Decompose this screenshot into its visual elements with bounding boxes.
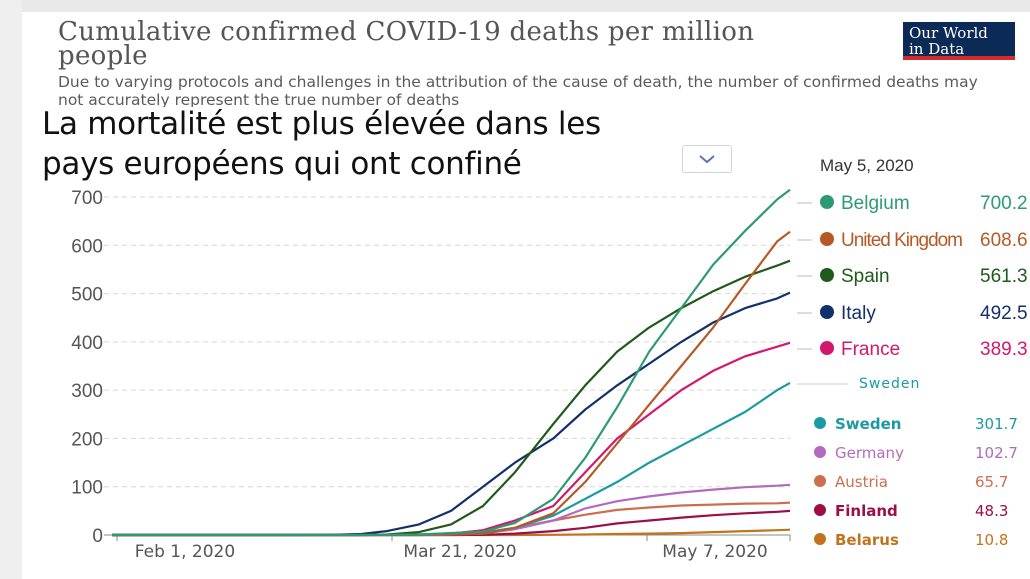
y-tick-label: 0 bbox=[92, 526, 103, 547]
legend-name-belgium: Belgium bbox=[841, 193, 910, 214]
y-tick-label: 600 bbox=[71, 236, 103, 257]
legend-name-sweden: Sweden bbox=[835, 415, 901, 433]
series-line-finland bbox=[112, 509, 791, 537]
y-tick-label: 200 bbox=[71, 429, 103, 450]
legend-name-austria: Austria bbox=[835, 473, 888, 491]
legend-value-austria: 65.7 bbox=[975, 473, 1008, 491]
logo-line-1: Our World bbox=[909, 24, 988, 42]
legend-marker-sweden bbox=[814, 417, 826, 429]
series-line-united-kingdom bbox=[112, 230, 791, 537]
series-line-belarus bbox=[112, 528, 791, 537]
x-tick-label: Feb 1, 2020 bbox=[135, 542, 235, 562]
overlay-caption: La mortalité est plus élevée dans les pa… bbox=[42, 106, 601, 182]
legend-name-spain: Spain bbox=[841, 266, 890, 287]
y-tick-label: 700 bbox=[71, 188, 103, 209]
y-tick-label: 300 bbox=[71, 381, 103, 402]
chart-title: Cumulative confirmed COVID-19 deaths per… bbox=[58, 17, 755, 71]
legend-value-italy: 492.5 bbox=[980, 303, 1028, 324]
left-shadow-band bbox=[0, 0, 22, 579]
x-tick-label: May 7, 2020 bbox=[662, 542, 767, 562]
y-tick-label: 100 bbox=[71, 478, 103, 499]
legend-value-belarus: 10.8 bbox=[975, 531, 1008, 549]
series-line-sweden bbox=[112, 381, 791, 537]
sweden-hover-label: Sweden bbox=[859, 376, 920, 392]
legend-value-united-kingdom: 608.6 bbox=[980, 230, 1028, 251]
legend-marker-germany bbox=[814, 446, 826, 458]
legend-date-label: May 5, 2020 bbox=[820, 156, 914, 175]
series-line-italy bbox=[112, 291, 791, 537]
top-shadow-band bbox=[0, 0, 1030, 12]
owid-logo[interactable]: Our World in Data bbox=[903, 22, 1015, 60]
logo-line-2: in Data bbox=[909, 40, 965, 58]
legend-value-belgium: 700.2 bbox=[980, 193, 1028, 214]
legend-name-belarus: Belarus bbox=[835, 531, 899, 549]
chart-panel bbox=[22, 12, 1030, 572]
legend-value-france: 389.3 bbox=[980, 339, 1028, 360]
legend-value-finland: 48.3 bbox=[975, 502, 1008, 520]
legend-marker-finland bbox=[814, 504, 826, 516]
series-line-austria bbox=[112, 501, 791, 537]
legend-value-germany: 102.7 bbox=[975, 444, 1018, 462]
legend-value-sweden: 301.7 bbox=[975, 415, 1018, 433]
legend-marker-france bbox=[820, 341, 834, 355]
y-tick-label: 500 bbox=[71, 285, 103, 306]
legend-marker-austria bbox=[814, 475, 826, 487]
legend-name-germany: Germany bbox=[835, 444, 904, 462]
legend-name-france: France bbox=[841, 339, 900, 360]
legend-marker-belarus bbox=[814, 533, 826, 545]
legend-value-spain: 561.3 bbox=[980, 266, 1028, 287]
chevron-down-icon bbox=[699, 155, 715, 164]
legend-marker-italy bbox=[820, 305, 834, 319]
legend-name-united-kingdom: United Kingdom bbox=[841, 230, 963, 251]
legend-marker-belgium bbox=[820, 195, 834, 209]
series-line-spain bbox=[112, 259, 791, 537]
series-line-belgium bbox=[112, 188, 791, 537]
chart-subtitle: Due to varying protocols and challenges … bbox=[58, 73, 978, 107]
x-tick-label: Mar 21, 2020 bbox=[403, 542, 516, 562]
legend-name-italy: Italy bbox=[841, 303, 876, 324]
legend-name-finland: Finland bbox=[835, 502, 898, 520]
y-tick-label: 400 bbox=[71, 333, 103, 354]
legend-marker-united-kingdom bbox=[820, 232, 834, 246]
dropdown-toggle[interactable] bbox=[682, 145, 732, 173]
legend-marker-spain bbox=[820, 268, 834, 282]
